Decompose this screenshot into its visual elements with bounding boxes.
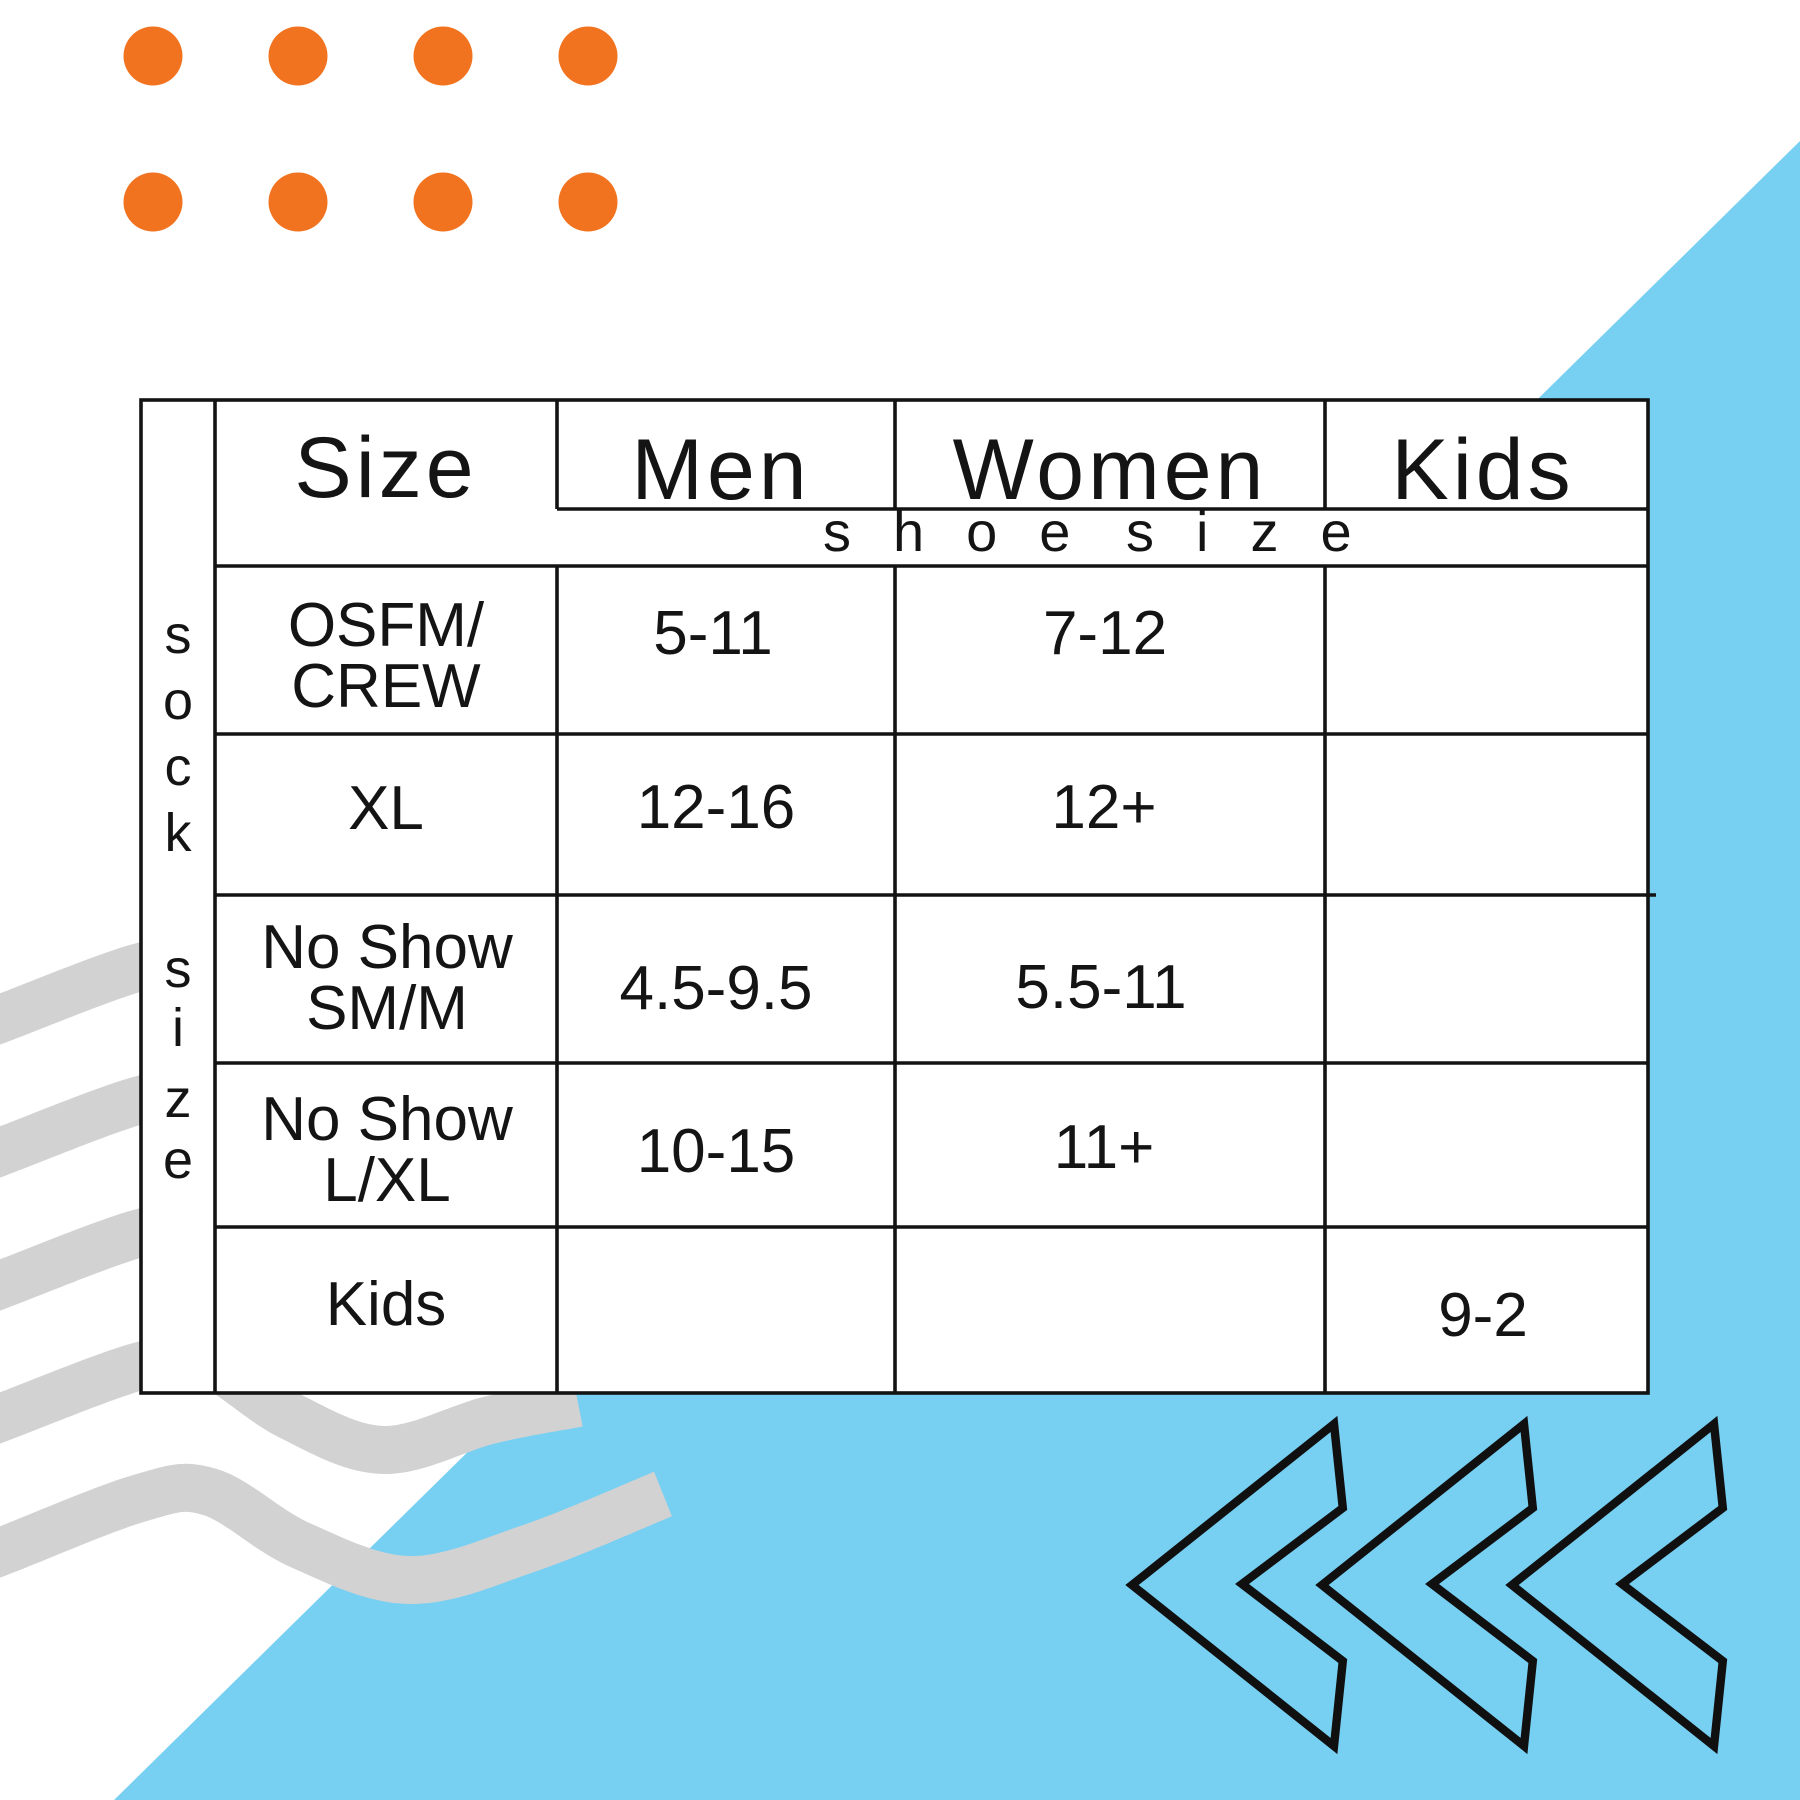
svg-text:9-2: 9-2 bbox=[1438, 1281, 1528, 1350]
svg-text:4.5-9.5: 4.5-9.5 bbox=[619, 954, 812, 1023]
svg-text:OSFM/: OSFM/ bbox=[288, 591, 485, 660]
svg-text:c: c bbox=[165, 737, 192, 797]
svg-text:7-12: 7-12 bbox=[1043, 599, 1167, 668]
svg-text:s: s bbox=[165, 939, 192, 999]
svg-text:e: e bbox=[163, 1130, 193, 1190]
svg-text:L/XL: L/XL bbox=[323, 1146, 451, 1215]
svg-text:CREW: CREW bbox=[291, 652, 481, 721]
svg-text:11+: 11+ bbox=[1054, 1113, 1155, 1182]
svg-text:Women: Women bbox=[953, 422, 1268, 518]
svg-text:10-15: 10-15 bbox=[637, 1117, 796, 1186]
svg-text:12-16: 12-16 bbox=[637, 773, 796, 842]
svg-text:SM/M: SM/M bbox=[306, 974, 468, 1043]
svg-text:Men: Men bbox=[631, 422, 810, 518]
svg-text:XL: XL bbox=[348, 774, 424, 843]
svg-text:s: s bbox=[165, 605, 192, 665]
svg-text:Kids: Kids bbox=[1391, 422, 1574, 518]
svg-text:size: size bbox=[1126, 500, 1394, 563]
svg-text:Kids: Kids bbox=[326, 1270, 447, 1339]
svg-text:shoe: shoe bbox=[823, 500, 1112, 563]
svg-text:o: o bbox=[163, 671, 193, 731]
svg-text:z: z bbox=[165, 1069, 192, 1129]
svg-text:Size: Size bbox=[294, 420, 477, 516]
svg-text:k: k bbox=[165, 803, 193, 863]
svg-text:5-11: 5-11 bbox=[653, 599, 773, 668]
svg-text:12+: 12+ bbox=[1051, 773, 1156, 842]
svg-text:5.5-11: 5.5-11 bbox=[1015, 953, 1186, 1022]
svg-text:i: i bbox=[172, 998, 184, 1058]
svg-text:No Show: No Show bbox=[261, 913, 513, 982]
svg-text:No Show: No Show bbox=[261, 1085, 513, 1154]
